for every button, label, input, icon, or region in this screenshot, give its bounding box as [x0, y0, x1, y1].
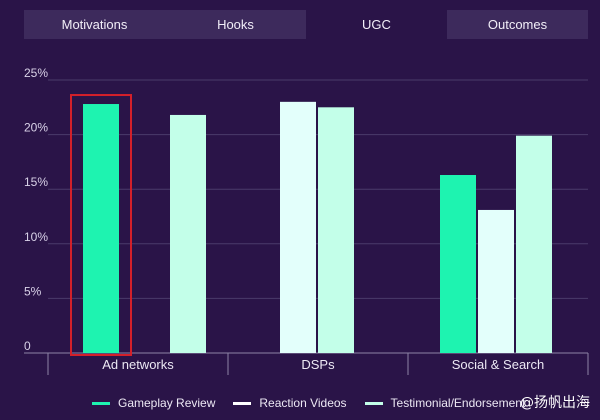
chart-legend: Gameplay Review Reaction Videos Testimon… [92, 396, 525, 410]
y-tick-label: 25% [24, 66, 48, 80]
y-tick-label: 15% [24, 175, 48, 189]
y-tick-label: 0 [24, 339, 31, 353]
legend-item-reaction-videos: Reaction Videos [233, 396, 347, 410]
y-tick-label: 5% [24, 284, 42, 298]
legend-swatch [92, 401, 110, 405]
watermark: @扬帆出海 [520, 395, 590, 411]
bar-reaction-videos [478, 209, 514, 353]
legend-swatch [364, 401, 383, 405]
legend-swatch [233, 401, 252, 405]
tab-motivations[interactable]: Motivations [61, 17, 128, 32]
bar-gameplay-review [440, 175, 476, 353]
bar-testimonial-endorsement [516, 135, 552, 353]
legend-item-testimonial: Testimonial/Endorsement [364, 396, 526, 410]
tab-ugc[interactable]: UGC [306, 10, 447, 39]
y-tick-label: 10% [24, 230, 48, 244]
tab-bar: Motivations Hooks UGC Outcomes [24, 10, 588, 39]
legend-item-gameplay-review: Gameplay Review [92, 396, 215, 410]
highlight-box [70, 94, 132, 357]
legend-label: Gameplay Review [118, 396, 216, 410]
bar-gameplay-review [83, 104, 119, 353]
legend-label: Reaction Videos [259, 396, 347, 410]
bar-testimonial-endorsement [170, 114, 206, 353]
x-tick-label: Ad networks [102, 357, 174, 372]
y-tick-label: 20% [24, 121, 48, 135]
bar-testimonial-endorsement [318, 107, 354, 353]
bar-chart: 0 5% 10% 15% 20% 25% Ad networks DSPs Social & S… [24, 66, 589, 375]
tab-outcomes[interactable]: Outcomes [487, 17, 548, 32]
bar-reaction-videos [280, 101, 316, 353]
tab-hooks[interactable]: Hooks [217, 17, 254, 32]
x-tick-label: Social & Search [452, 357, 545, 372]
x-tick-label: DSPs [301, 357, 335, 372]
legend-label: Testimonial/Endorsement [390, 396, 526, 410]
